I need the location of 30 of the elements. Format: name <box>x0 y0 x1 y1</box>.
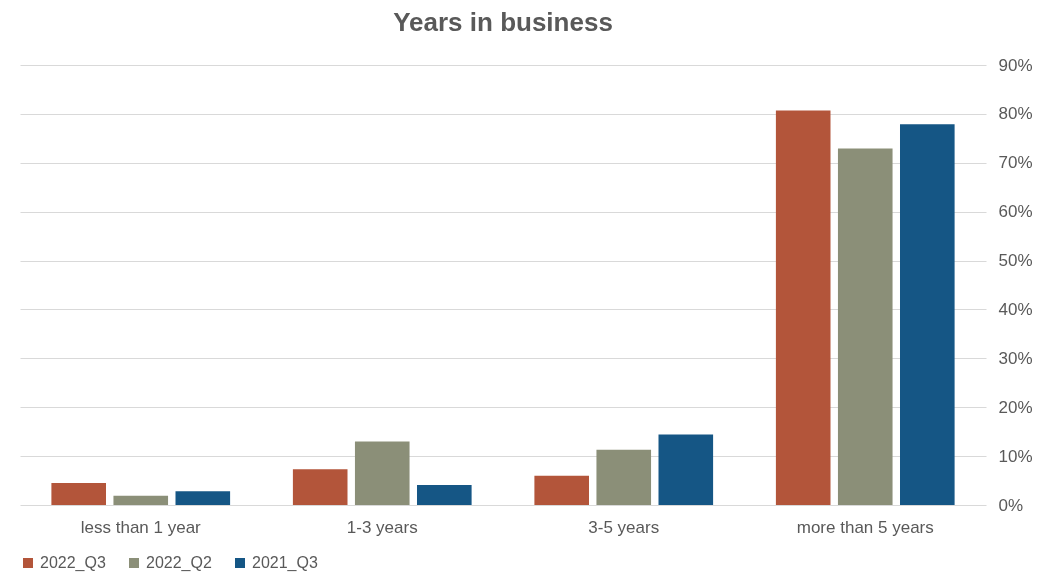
y-tick-label: 40% <box>998 299 1033 319</box>
y-tick-label: 60% <box>998 202 1033 222</box>
bar <box>596 449 652 505</box>
bar <box>292 469 348 505</box>
y-tick-label: 30% <box>998 348 1033 368</box>
x-tick-label: more than 5 years <box>796 517 934 537</box>
chart-title: Years in business <box>393 7 613 37</box>
x-tick-label: 1-3 years <box>346 517 418 537</box>
y-tick-label: 50% <box>998 251 1033 271</box>
bar <box>534 475 589 505</box>
legend-label: 2022_Q2 <box>146 554 212 572</box>
bar <box>175 491 231 505</box>
y-tick-label: 90% <box>998 55 1033 75</box>
legend-label: 2021_Q3 <box>252 554 318 572</box>
x-tick-label: 3-5 years <box>588 517 660 537</box>
x-tick-label: less than 1 year <box>80 517 202 537</box>
bar <box>417 484 472 505</box>
bar <box>775 110 831 505</box>
y-tick-label: 0% <box>998 495 1024 515</box>
bar <box>113 495 169 505</box>
y-tick-label: 20% <box>998 397 1033 417</box>
y-tick-label: 10% <box>998 446 1033 466</box>
bar <box>658 434 714 505</box>
bar <box>900 124 955 505</box>
bar <box>51 483 106 505</box>
bar <box>837 148 893 505</box>
y-tick-label: 70% <box>998 153 1033 173</box>
bar <box>354 441 410 505</box>
y-tick-label: 80% <box>998 104 1033 124</box>
legend-label: 2022_Q3 <box>40 554 106 572</box>
